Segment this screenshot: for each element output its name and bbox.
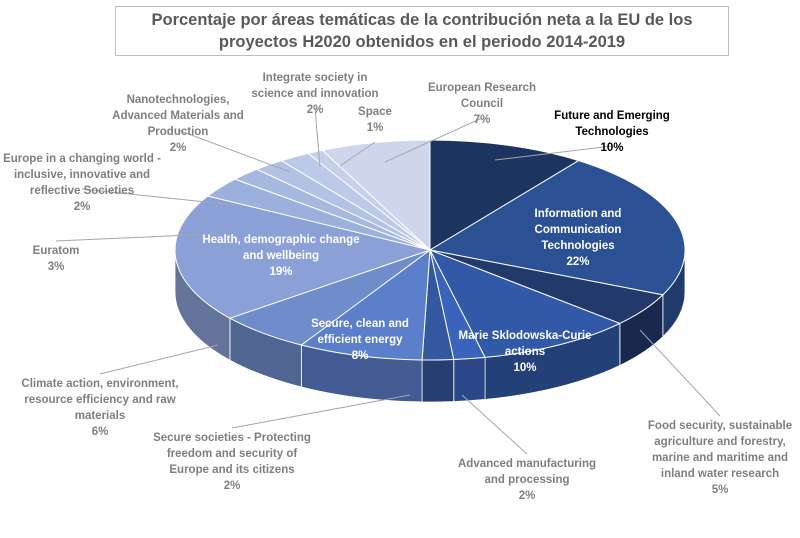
category-label: Climate action, environment, resource ef… <box>21 378 179 422</box>
slice-label: Future and Emerging Technologies 10% <box>537 108 687 156</box>
slice-label: Secure, clean and efficient energy 8% <box>305 316 415 364</box>
category-label: Secure, clean and efficient energy <box>311 318 409 346</box>
pie-tops <box>174 139 686 361</box>
slice-label: Euratom 3% <box>11 243 101 275</box>
value-label: 10% <box>513 362 537 374</box>
leader-line <box>461 394 528 455</box>
slice-label: Advanced manufacturing and processing 2% <box>452 456 602 504</box>
slice-label: European Research Council 7% <box>422 80 542 128</box>
slice <box>174 195 432 319</box>
leader-line <box>639 329 721 417</box>
leader-line <box>339 141 376 167</box>
category-label: Health, demographic change and wellbeing <box>202 234 360 262</box>
category-label: Euratom <box>32 245 80 257</box>
slice <box>428 249 622 358</box>
value-label: 2% <box>518 490 536 502</box>
category-label: Marie Sklodowska-Curie actions <box>458 330 592 358</box>
category-label: Secure societies - Protecting freedom an… <box>153 432 311 476</box>
slice-label: Health, demographic change and wellbeing… <box>201 232 361 280</box>
category-label: Europe in a changing world - inclusive, … <box>3 153 161 197</box>
chart-title: Porcentaje por áreas temáticas de la con… <box>115 6 729 56</box>
slice-label: Integrate society in science and innovat… <box>250 70 380 118</box>
slice-label: Marie Sklodowska-Curie actions 10% <box>445 328 605 376</box>
value-label: 2% <box>73 201 91 213</box>
category-label: Information and Communication Technologi… <box>534 208 622 252</box>
category-label: Future and Emerging Technologies <box>554 110 670 138</box>
category-label: Nanotechnologies, Advanced Materials and… <box>112 94 244 138</box>
category-label: Integrate society in science and innovat… <box>251 72 379 100</box>
leader-line <box>177 129 291 173</box>
slice-label: Food security, sustainable agriculture a… <box>643 418 798 498</box>
value-label: 2% <box>169 142 187 154</box>
slice <box>428 160 686 296</box>
leader-line <box>314 107 321 168</box>
value-label: 2% <box>306 104 324 116</box>
leader-line <box>99 344 219 375</box>
slice-label: Secure societies - Protecting freedom an… <box>147 430 317 494</box>
slice-label: Space 1% <box>345 104 405 136</box>
value-label: 7% <box>473 114 491 126</box>
value-label: 22% <box>566 256 590 268</box>
value-label: 6% <box>91 426 109 438</box>
pie-sides <box>174 249 686 403</box>
leader-line <box>494 145 613 161</box>
value-label: 8% <box>351 350 369 362</box>
slice-label: Information and Communication Technologi… <box>518 206 638 270</box>
slice-label: Climate action, environment, resource ef… <box>20 376 180 440</box>
category-label: Food security, sustainable agriculture a… <box>647 420 793 480</box>
slice-label: Nanotechnologies, Advanced Materials and… <box>108 92 248 156</box>
category-label: European Research Council <box>427 82 536 110</box>
leader-line <box>81 188 236 206</box>
leader-line <box>384 117 483 163</box>
value-label: 2% <box>223 480 241 492</box>
value-label: 10% <box>600 142 624 154</box>
slice <box>429 139 580 251</box>
value-label: 5% <box>711 484 729 496</box>
slice <box>300 248 431 361</box>
category-label: Space <box>358 106 392 118</box>
value-label: 19% <box>269 266 293 278</box>
leader-line <box>55 233 213 242</box>
value-label: 1% <box>366 122 384 134</box>
leader-line <box>231 394 411 429</box>
category-label: Advanced manufacturing and processing <box>457 458 597 486</box>
slice-label: Europe in a changing world - inclusive, … <box>0 151 167 215</box>
value-label: 3% <box>47 261 65 273</box>
